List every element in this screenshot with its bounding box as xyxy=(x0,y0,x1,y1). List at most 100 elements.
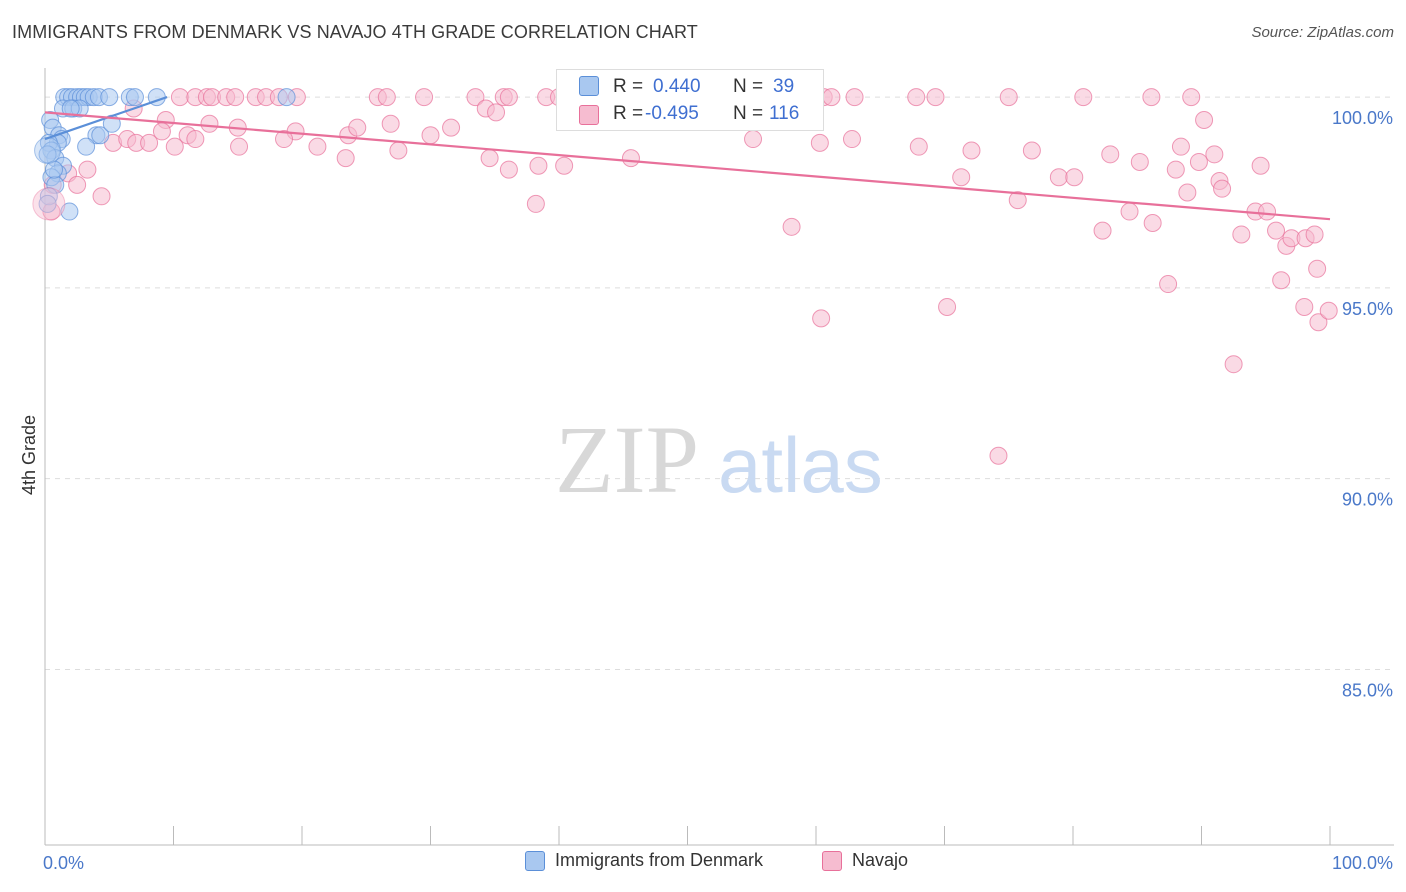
point-navajo xyxy=(907,88,926,107)
point-navajo xyxy=(989,446,1008,465)
point-navajo xyxy=(1205,145,1224,164)
point-denmark xyxy=(38,194,57,213)
point-navajo xyxy=(822,88,841,107)
point-denmark xyxy=(61,99,80,118)
point-navajo xyxy=(230,137,249,156)
point-navajo xyxy=(92,187,111,206)
point-navajo xyxy=(1224,355,1243,374)
stats-swatch-pink xyxy=(579,105,599,125)
point-navajo xyxy=(421,126,440,145)
point-navajo xyxy=(499,88,518,107)
point-navajo xyxy=(744,130,763,149)
point-denmark xyxy=(91,126,110,145)
point-navajo xyxy=(170,88,189,107)
point-navajo xyxy=(389,141,408,160)
point-navajo xyxy=(810,133,829,152)
point-navajo xyxy=(1093,221,1112,240)
point-denmark xyxy=(38,145,57,164)
point-navajo xyxy=(1195,110,1214,129)
watermark-atlas: atlas xyxy=(718,421,883,509)
chart-title: IMMIGRANTS FROM DENMARK VS NAVAJO 4TH GR… xyxy=(12,22,698,42)
point-navajo xyxy=(1295,297,1314,316)
point-navajo xyxy=(1065,168,1084,187)
point-navajo xyxy=(1049,168,1068,187)
point-navajo xyxy=(226,88,245,107)
legend-item-denmark[interactable]: Immigrants from Denmark xyxy=(525,850,763,871)
stats-row-navajo: R = -0.495 N = 116 xyxy=(557,100,825,130)
y-tick-label: 100.0% xyxy=(1332,108,1393,128)
point-navajo xyxy=(1258,202,1277,221)
point-navajo xyxy=(1182,88,1201,107)
trend-layer xyxy=(44,96,1331,221)
watermark-zip: ZIP xyxy=(555,406,699,513)
axes-layer xyxy=(44,68,1394,846)
ticks-layer: 100.0% 95.0% 90.0% 85.0% 0.0% 100.0% xyxy=(43,108,1393,873)
point-navajo xyxy=(1232,225,1251,244)
x-tick-label: 0.0% xyxy=(43,853,84,873)
stats-n-label: N = xyxy=(733,103,764,124)
point-navajo xyxy=(1159,275,1178,294)
point-navajo xyxy=(1022,141,1041,160)
point-navajo xyxy=(499,160,518,179)
point-navajo xyxy=(621,149,640,168)
point-navajo xyxy=(415,88,434,107)
point-navajo xyxy=(1142,88,1161,107)
point-navajo xyxy=(1130,152,1149,171)
point-denmark-cluster xyxy=(34,137,62,165)
point-navajo xyxy=(1213,179,1232,198)
trend-line-navajo xyxy=(44,111,1331,221)
point-navajo xyxy=(200,114,219,133)
point-denmark xyxy=(77,137,96,156)
legend-item-navajo[interactable]: Navajo xyxy=(822,850,908,871)
y-axis-label: 4th Grade xyxy=(19,415,39,495)
point-navajo xyxy=(152,122,171,141)
point-navajo xyxy=(1251,156,1270,175)
point-navajo xyxy=(1305,225,1324,244)
point-navajo xyxy=(308,137,327,156)
source-label: Source: ZipAtlas.com xyxy=(1251,24,1394,41)
point-navajo xyxy=(845,88,864,107)
point-navajo xyxy=(962,141,981,160)
point-denmark xyxy=(60,202,79,221)
point-navajo xyxy=(842,130,861,149)
y-tick-label: 95.0% xyxy=(1342,299,1393,319)
stats-r-value: -0.495 xyxy=(645,103,699,124)
point-navajo xyxy=(1166,160,1185,179)
y-tick-label: 85.0% xyxy=(1342,680,1393,700)
point-navajo xyxy=(348,118,367,137)
point-navajo xyxy=(1171,137,1190,156)
point-navajo xyxy=(165,137,184,156)
point-navajo xyxy=(1074,88,1093,107)
point-navajo xyxy=(480,149,499,168)
x-tick-label: 100.0% xyxy=(1332,853,1393,873)
point-navajo xyxy=(140,133,159,152)
stats-n-value: 116 xyxy=(769,103,800,124)
point-navajo xyxy=(782,217,801,236)
legend: Immigrants from Denmark Navajo xyxy=(0,850,1406,880)
point-navajo xyxy=(1189,152,1208,171)
point-navajo xyxy=(1267,221,1286,240)
legend-swatch-blue xyxy=(525,850,545,871)
stats-box: R = 0.440 N = 39 R = -0.495 N = 116 xyxy=(556,69,824,131)
point-navajo xyxy=(78,160,97,179)
point-navajo xyxy=(275,130,294,149)
point-navajo xyxy=(487,103,506,122)
point-navajo xyxy=(1101,145,1120,164)
point-navajo xyxy=(1143,214,1162,233)
y-tick-label: 90.0% xyxy=(1342,490,1393,510)
stats-r-label: R = xyxy=(613,103,644,124)
point-navajo xyxy=(466,88,485,107)
legend-label: Immigrants from Denmark xyxy=(555,850,764,870)
stats-swatch-blue xyxy=(579,76,599,96)
legend-swatch-pink xyxy=(822,850,842,871)
point-navajo xyxy=(526,194,545,213)
point-navajo xyxy=(1272,271,1291,290)
point-navajo xyxy=(555,156,574,175)
point-navajo xyxy=(812,309,831,328)
point-denmark xyxy=(125,88,144,107)
legend-label: Navajo xyxy=(852,850,909,870)
point-navajo xyxy=(1120,202,1139,221)
point-navajo xyxy=(1008,191,1027,210)
point-navajo xyxy=(909,137,928,156)
